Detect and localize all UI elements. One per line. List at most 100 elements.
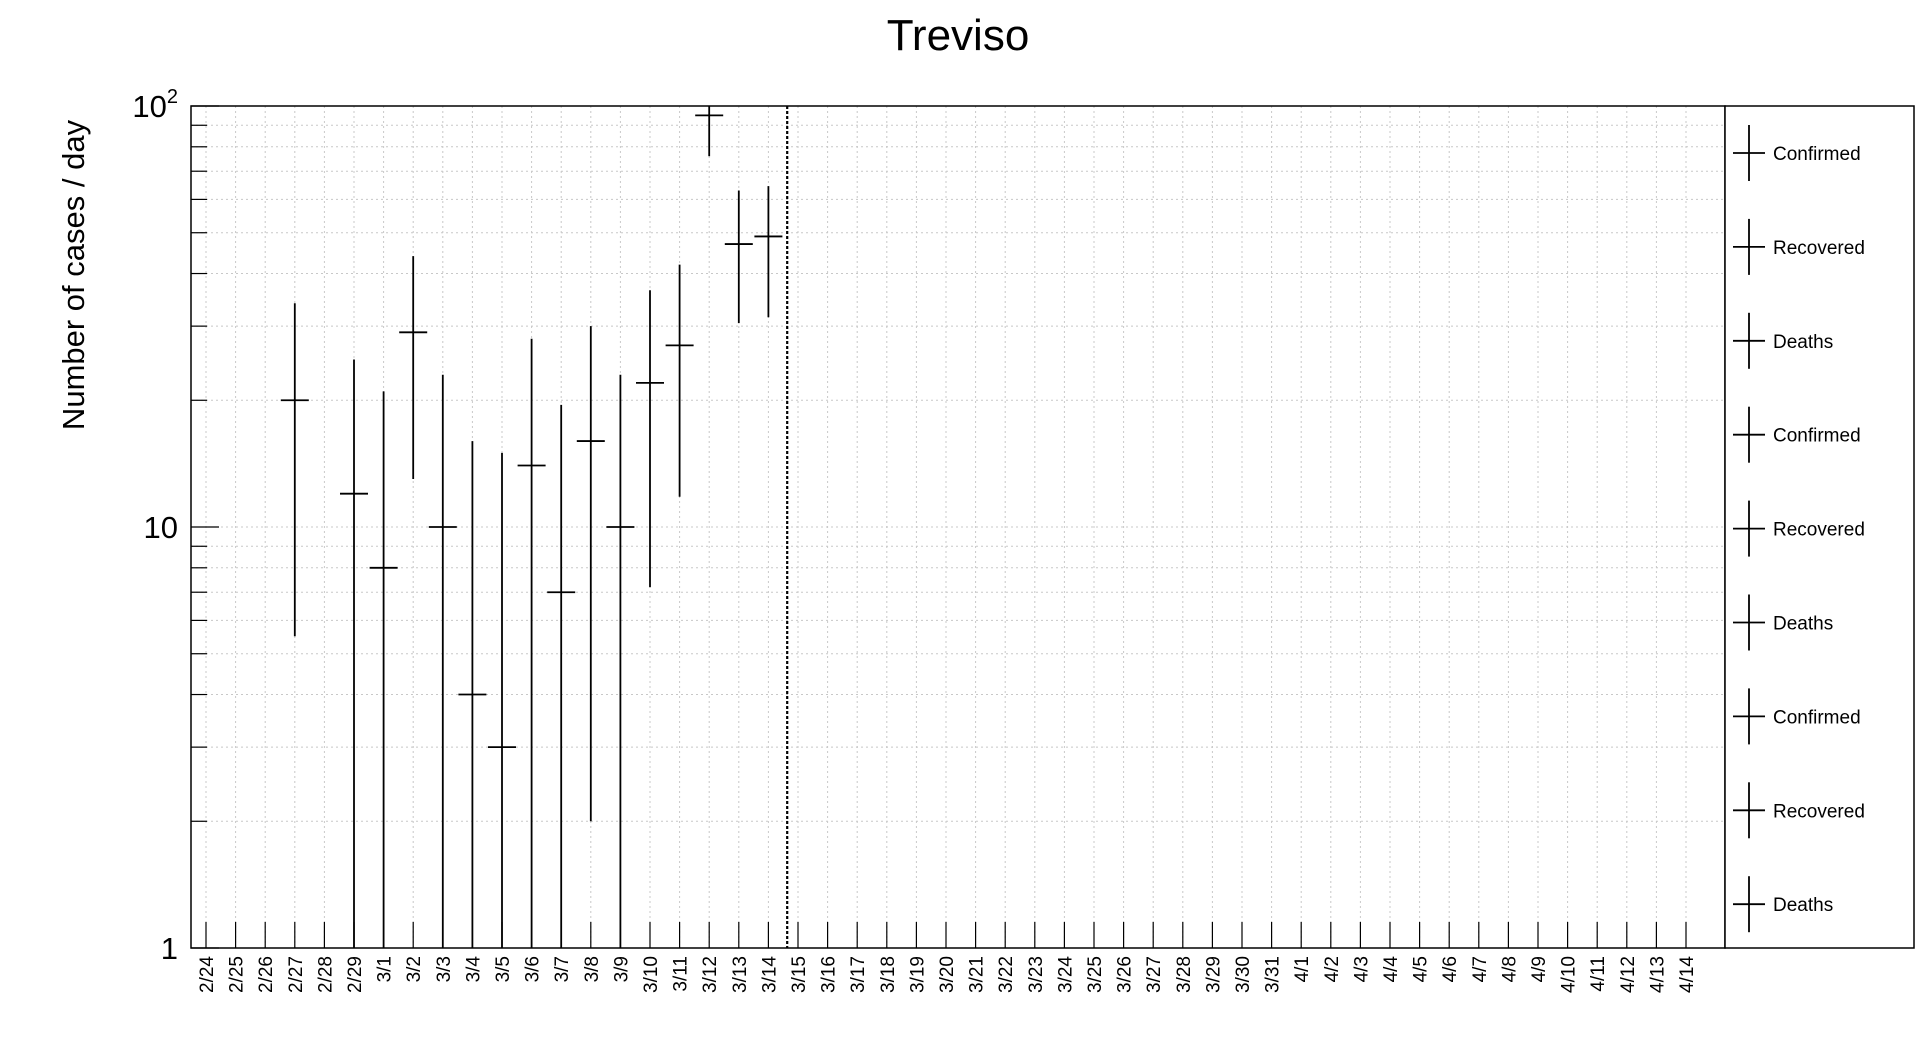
x-tick-label: 3/25 — [1085, 956, 1106, 993]
x-tick-label: 4/7 — [1470, 956, 1491, 982]
legend-label: Recovered — [1773, 520, 1865, 541]
x-tick-label: 3/16 — [819, 956, 840, 993]
data-point — [280, 303, 309, 637]
legend-label: Confirmed — [1773, 144, 1861, 165]
x-tick-label: 4/10 — [1559, 956, 1580, 993]
data-point — [576, 326, 605, 822]
legend-label: Recovered — [1773, 801, 1865, 822]
x-tick-label: 4/14 — [1677, 956, 1698, 993]
legend-entry: Recovered — [1733, 218, 1865, 275]
legend-entry: Confirmed — [1733, 688, 1861, 745]
data-point — [458, 441, 487, 948]
legend-entry: Confirmed — [1733, 125, 1861, 181]
x-tick-label: 4/6 — [1440, 956, 1461, 982]
legend-label: Confirmed — [1773, 426, 1861, 447]
legend-label: Deaths — [1773, 332, 1833, 353]
y-tick-label-base: 10 — [144, 510, 178, 545]
legend-label: Confirmed — [1773, 707, 1861, 728]
data-point — [606, 374, 635, 948]
data-points — [280, 106, 783, 948]
x-tick-label: 3/13 — [730, 956, 751, 993]
x-tick-label: 3/1 — [375, 956, 396, 982]
legend-entry: Recovered — [1733, 500, 1865, 557]
x-tick-label: 2/27 — [286, 956, 307, 993]
x-tick-label: 3/8 — [582, 956, 603, 982]
legend-entry: Deaths — [1733, 876, 1833, 933]
x-tick-label: 3/14 — [759, 956, 780, 993]
x-tick-label: 3/23 — [1026, 956, 1047, 993]
x-axis: 2/24 2/25 2/26 2/27 2/28 2/29 3/1 3/2 3/3 3/4 3/5 3… — [197, 922, 1698, 993]
data-point — [724, 190, 753, 324]
y-tick-label: 10 — [144, 510, 178, 545]
data-point — [695, 106, 724, 157]
data-point — [399, 256, 428, 480]
x-tick-label: 4/8 — [1499, 956, 1520, 982]
y-tick-label-base: 10 — [132, 89, 166, 124]
x-tick-label: 2/25 — [227, 956, 248, 993]
data-point — [340, 359, 368, 948]
x-tick-label: 2/24 — [197, 956, 218, 993]
x-tick-label: 3/29 — [1203, 956, 1224, 993]
data-point — [547, 404, 576, 948]
y-axis-label: Number of cases / day — [56, 119, 91, 430]
data-point — [754, 186, 783, 318]
x-tick-label: 3/27 — [1144, 956, 1165, 993]
x-tick-label: 3/26 — [1115, 956, 1136, 993]
x-tick-label: 3/19 — [907, 956, 928, 993]
legend-label: Deaths — [1773, 895, 1833, 916]
data-point — [488, 452, 516, 948]
legend-entry: Recovered — [1733, 782, 1865, 839]
x-tick-label: 3/11 — [671, 956, 692, 992]
x-tick-label: 4/4 — [1381, 956, 1402, 983]
x-tick-label: 3/7 — [552, 956, 573, 982]
x-tick-label: 4/5 — [1411, 956, 1432, 982]
x-tick-label: 3/21 — [967, 956, 988, 993]
y-tick-label-base: 1 — [161, 931, 178, 966]
x-tick-label: 3/9 — [611, 956, 632, 982]
x-tick-label: 4/3 — [1351, 956, 1372, 982]
x-tick-label: 3/31 — [1263, 956, 1284, 993]
data-point — [517, 338, 546, 948]
x-tick-label: 4/9 — [1529, 956, 1550, 982]
x-tick-label: 4/1 — [1292, 956, 1313, 982]
x-tick-label: 3/17 — [848, 956, 869, 993]
data-point — [428, 374, 457, 948]
x-tick-label: 3/2 — [404, 956, 425, 982]
x-tick-label: 3/12 — [700, 956, 721, 993]
legend-entry: Confirmed — [1733, 406, 1861, 463]
x-tick-label: 3/3 — [434, 956, 455, 982]
x-tick-label: 3/30 — [1233, 956, 1254, 993]
y-tick-label: 1 — [161, 931, 178, 966]
x-tick-label: 3/6 — [523, 956, 544, 982]
y-tick-label-exponent: 2 — [167, 86, 178, 108]
x-tick-label: 3/4 — [463, 956, 484, 983]
x-tick-label: 4/13 — [1647, 956, 1668, 993]
x-tick-label: 2/28 — [315, 956, 336, 993]
x-tick-label: 4/2 — [1322, 956, 1343, 982]
data-point — [665, 264, 694, 497]
x-tick-label: 3/10 — [641, 956, 662, 993]
x-tick-label: 3/28 — [1174, 956, 1195, 993]
x-tick-label: 4/12 — [1618, 956, 1639, 993]
legend-label: Deaths — [1773, 614, 1833, 635]
x-tick-label: 4/11 — [1588, 956, 1609, 992]
data-point — [369, 391, 398, 948]
legend-label: Recovered — [1773, 238, 1865, 259]
x-tick-label: 2/29 — [345, 956, 366, 993]
x-tick-label: 3/18 — [878, 956, 899, 993]
x-tick-label: 3/15 — [789, 956, 810, 993]
chart-title: Treviso — [887, 11, 1030, 60]
x-tick-label: 3/22 — [996, 956, 1017, 993]
data-point — [636, 290, 664, 588]
y-tick-label: 102 — [132, 86, 178, 124]
legend-entry: Deaths — [1733, 312, 1833, 369]
legend: Confirmed Recovered Deaths Confirmed Recover… — [1724, 105, 1915, 949]
x-tick-label: 3/24 — [1055, 956, 1076, 993]
x-tick-label: 2/26 — [256, 956, 277, 993]
x-tick-label: 3/5 — [493, 956, 514, 982]
legend-entry: Deaths — [1733, 594, 1833, 651]
x-tick-label: 3/20 — [937, 956, 958, 993]
